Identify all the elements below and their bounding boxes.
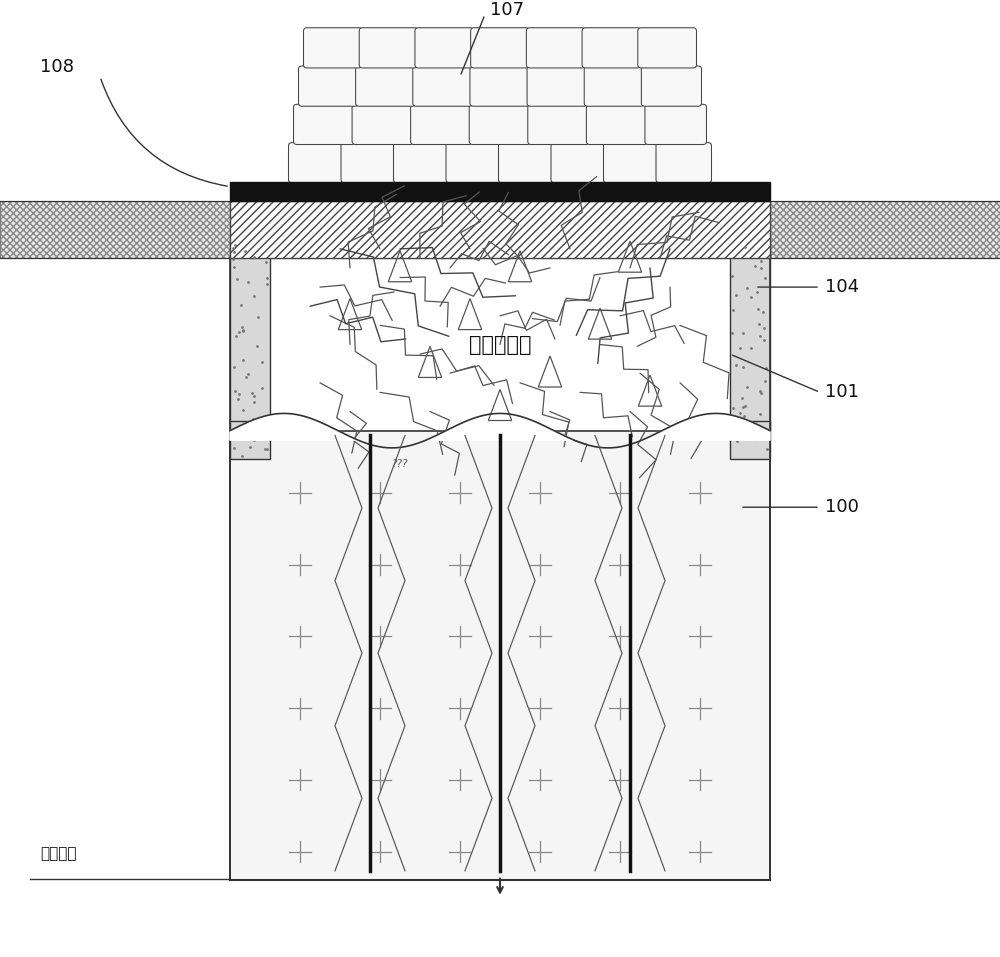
FancyBboxPatch shape: [551, 143, 606, 183]
Polygon shape: [230, 431, 770, 880]
Polygon shape: [270, 239, 730, 431]
Text: ???: ???: [392, 459, 408, 469]
FancyBboxPatch shape: [470, 66, 530, 106]
FancyBboxPatch shape: [304, 28, 362, 68]
Polygon shape: [230, 421, 270, 459]
FancyBboxPatch shape: [446, 143, 502, 183]
Text: 100: 100: [825, 499, 859, 516]
Polygon shape: [230, 239, 270, 431]
FancyBboxPatch shape: [604, 143, 659, 183]
FancyBboxPatch shape: [638, 28, 696, 68]
FancyBboxPatch shape: [415, 28, 474, 68]
FancyBboxPatch shape: [528, 104, 589, 145]
Polygon shape: [230, 201, 770, 258]
FancyBboxPatch shape: [527, 66, 587, 106]
FancyBboxPatch shape: [411, 104, 472, 145]
FancyBboxPatch shape: [356, 66, 416, 106]
FancyBboxPatch shape: [288, 143, 344, 183]
FancyBboxPatch shape: [471, 28, 529, 68]
FancyBboxPatch shape: [582, 28, 641, 68]
Polygon shape: [770, 201, 1000, 258]
FancyBboxPatch shape: [586, 104, 648, 145]
Text: 爆破冲击波: 爆破冲击波: [469, 335, 531, 354]
FancyBboxPatch shape: [394, 143, 449, 183]
Polygon shape: [0, 201, 230, 258]
Polygon shape: [230, 182, 770, 201]
Text: 108: 108: [40, 58, 74, 76]
Text: 104: 104: [825, 278, 859, 296]
Polygon shape: [730, 421, 770, 459]
Text: 101: 101: [825, 384, 859, 401]
FancyBboxPatch shape: [526, 28, 585, 68]
Text: 107: 107: [490, 1, 524, 18]
FancyBboxPatch shape: [359, 28, 418, 68]
FancyBboxPatch shape: [498, 143, 554, 183]
FancyBboxPatch shape: [645, 104, 706, 145]
Polygon shape: [290, 29, 710, 182]
Text: 桦底标高: 桦底标高: [40, 846, 76, 861]
FancyBboxPatch shape: [641, 66, 702, 106]
FancyBboxPatch shape: [341, 143, 396, 183]
FancyBboxPatch shape: [298, 66, 359, 106]
FancyBboxPatch shape: [413, 66, 473, 106]
FancyBboxPatch shape: [294, 104, 355, 145]
FancyBboxPatch shape: [584, 66, 644, 106]
FancyBboxPatch shape: [352, 104, 414, 145]
FancyBboxPatch shape: [656, 143, 712, 183]
FancyBboxPatch shape: [469, 104, 531, 145]
Polygon shape: [730, 239, 770, 431]
